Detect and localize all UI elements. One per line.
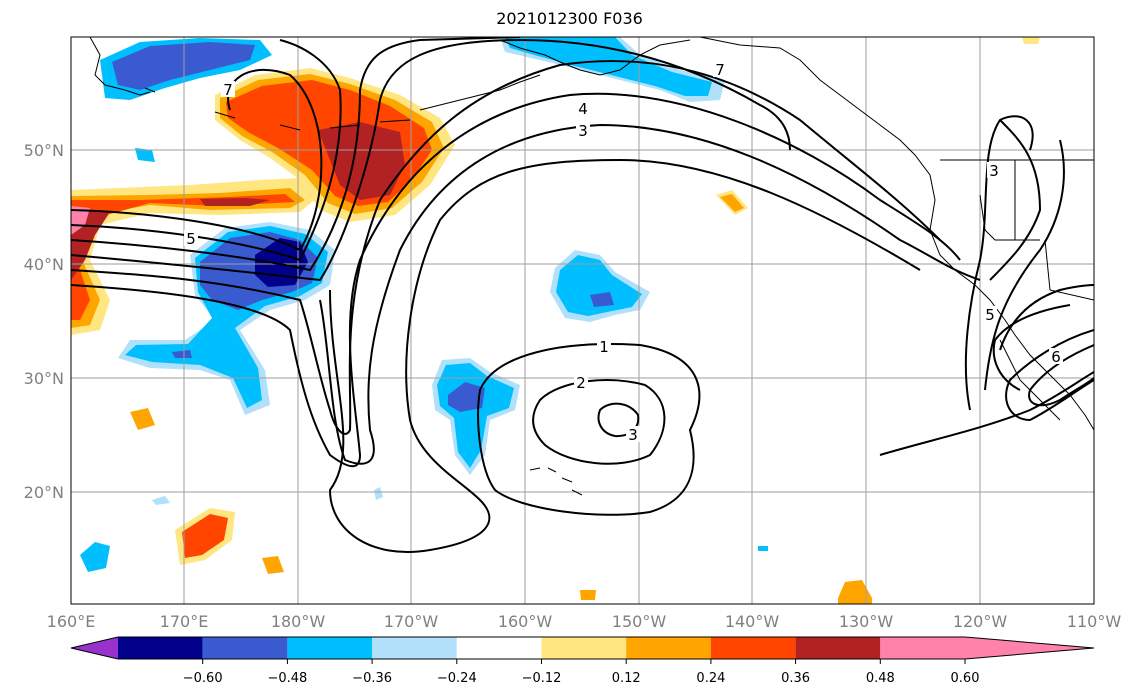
lon-label: 180°W — [271, 612, 326, 631]
map-frame — [70, 36, 1095, 605]
contour-label: 7 — [715, 61, 725, 79]
colorbar-segment — [287, 637, 373, 659]
colorbar-segment — [456, 637, 542, 659]
colorbar-tick-label: 0.36 — [781, 671, 810, 686]
colorbar-tick-label: −0.12 — [522, 671, 562, 686]
lat-label: 20°N — [24, 483, 64, 502]
latitude-labels: 50°N 40°N 30°N 20°N — [24, 141, 64, 502]
small-anomalies — [80, 37, 1040, 604]
lon-label: 170°W — [384, 612, 439, 631]
colorbar-segment — [795, 637, 881, 659]
colorbar-segment — [541, 637, 627, 659]
contour-label: 7 — [223, 81, 233, 99]
colorbar-segment — [372, 637, 457, 659]
lon-label: 110°W — [1067, 612, 1122, 631]
colorbar-segment — [880, 637, 965, 659]
colorbar-tick-label: 0.60 — [951, 671, 980, 686]
colorbar-segment — [626, 637, 711, 659]
lon-label: 160°E — [47, 612, 96, 631]
lat-label: 50°N — [24, 141, 64, 160]
colorbar-tick-label: 0.12 — [612, 671, 641, 686]
map-title: 2021012300 F036 — [496, 9, 643, 28]
lon-label: 130°W — [839, 612, 894, 631]
lat-label: 40°N — [24, 255, 64, 274]
colorbar-segment — [202, 637, 288, 659]
coastlines — [89, 37, 1094, 496]
lat-label: 30°N — [24, 369, 64, 388]
colorbar-tick-label: −0.36 — [352, 671, 392, 686]
lon-label: 150°W — [612, 612, 667, 631]
lon-label: 170°E — [160, 612, 209, 631]
lon-label: 140°W — [725, 612, 780, 631]
warm-anomaly-north — [215, 68, 455, 222]
warm-anomaly-west — [71, 178, 320, 335]
cold-anomaly-central — [432, 250, 650, 475]
contour-label: 5 — [985, 306, 995, 324]
contour-label: 2 — [576, 374, 586, 392]
cold-anomaly-alaska — [500, 37, 725, 102]
colorbar-segment — [710, 637, 796, 659]
colorbar-tick-label: 0.48 — [866, 671, 895, 686]
contour-label: 3 — [578, 122, 588, 140]
longitude-labels: 160°E 170°E 180°W 170°W 160°W 150°W 140°… — [47, 612, 1122, 631]
contour-labels: 7 7 4 3 5 1 2 3 3 5 6 — [184, 61, 1063, 444]
colorbar: −0.60 −0.48 −0.36 −0.24 −0.12 0.12 0.24 … — [70, 636, 1095, 686]
colorbar-tick-label: −0.60 — [183, 671, 223, 686]
colorbar-extend-low — [71, 637, 118, 659]
colorbar-tick-label: 0.24 — [696, 671, 725, 686]
contour-label: 1 — [599, 338, 609, 356]
colorbar-ticks — [202, 659, 966, 664]
colorbar-segment — [118, 637, 203, 659]
colorbar-tick-label: −0.24 — [437, 671, 477, 686]
lon-label: 120°W — [953, 612, 1008, 631]
colorbar-tick-label: −0.48 — [267, 671, 307, 686]
contour-label: 3 — [989, 162, 999, 180]
colorbar-extend-high — [965, 637, 1094, 659]
contour-label: 6 — [1051, 348, 1061, 366]
contours — [71, 37, 1094, 553]
contour-label: 4 — [578, 100, 588, 118]
contour-label: 5 — [186, 230, 196, 248]
contour-label: 3 — [628, 426, 638, 444]
lon-label: 160°W — [498, 612, 553, 631]
